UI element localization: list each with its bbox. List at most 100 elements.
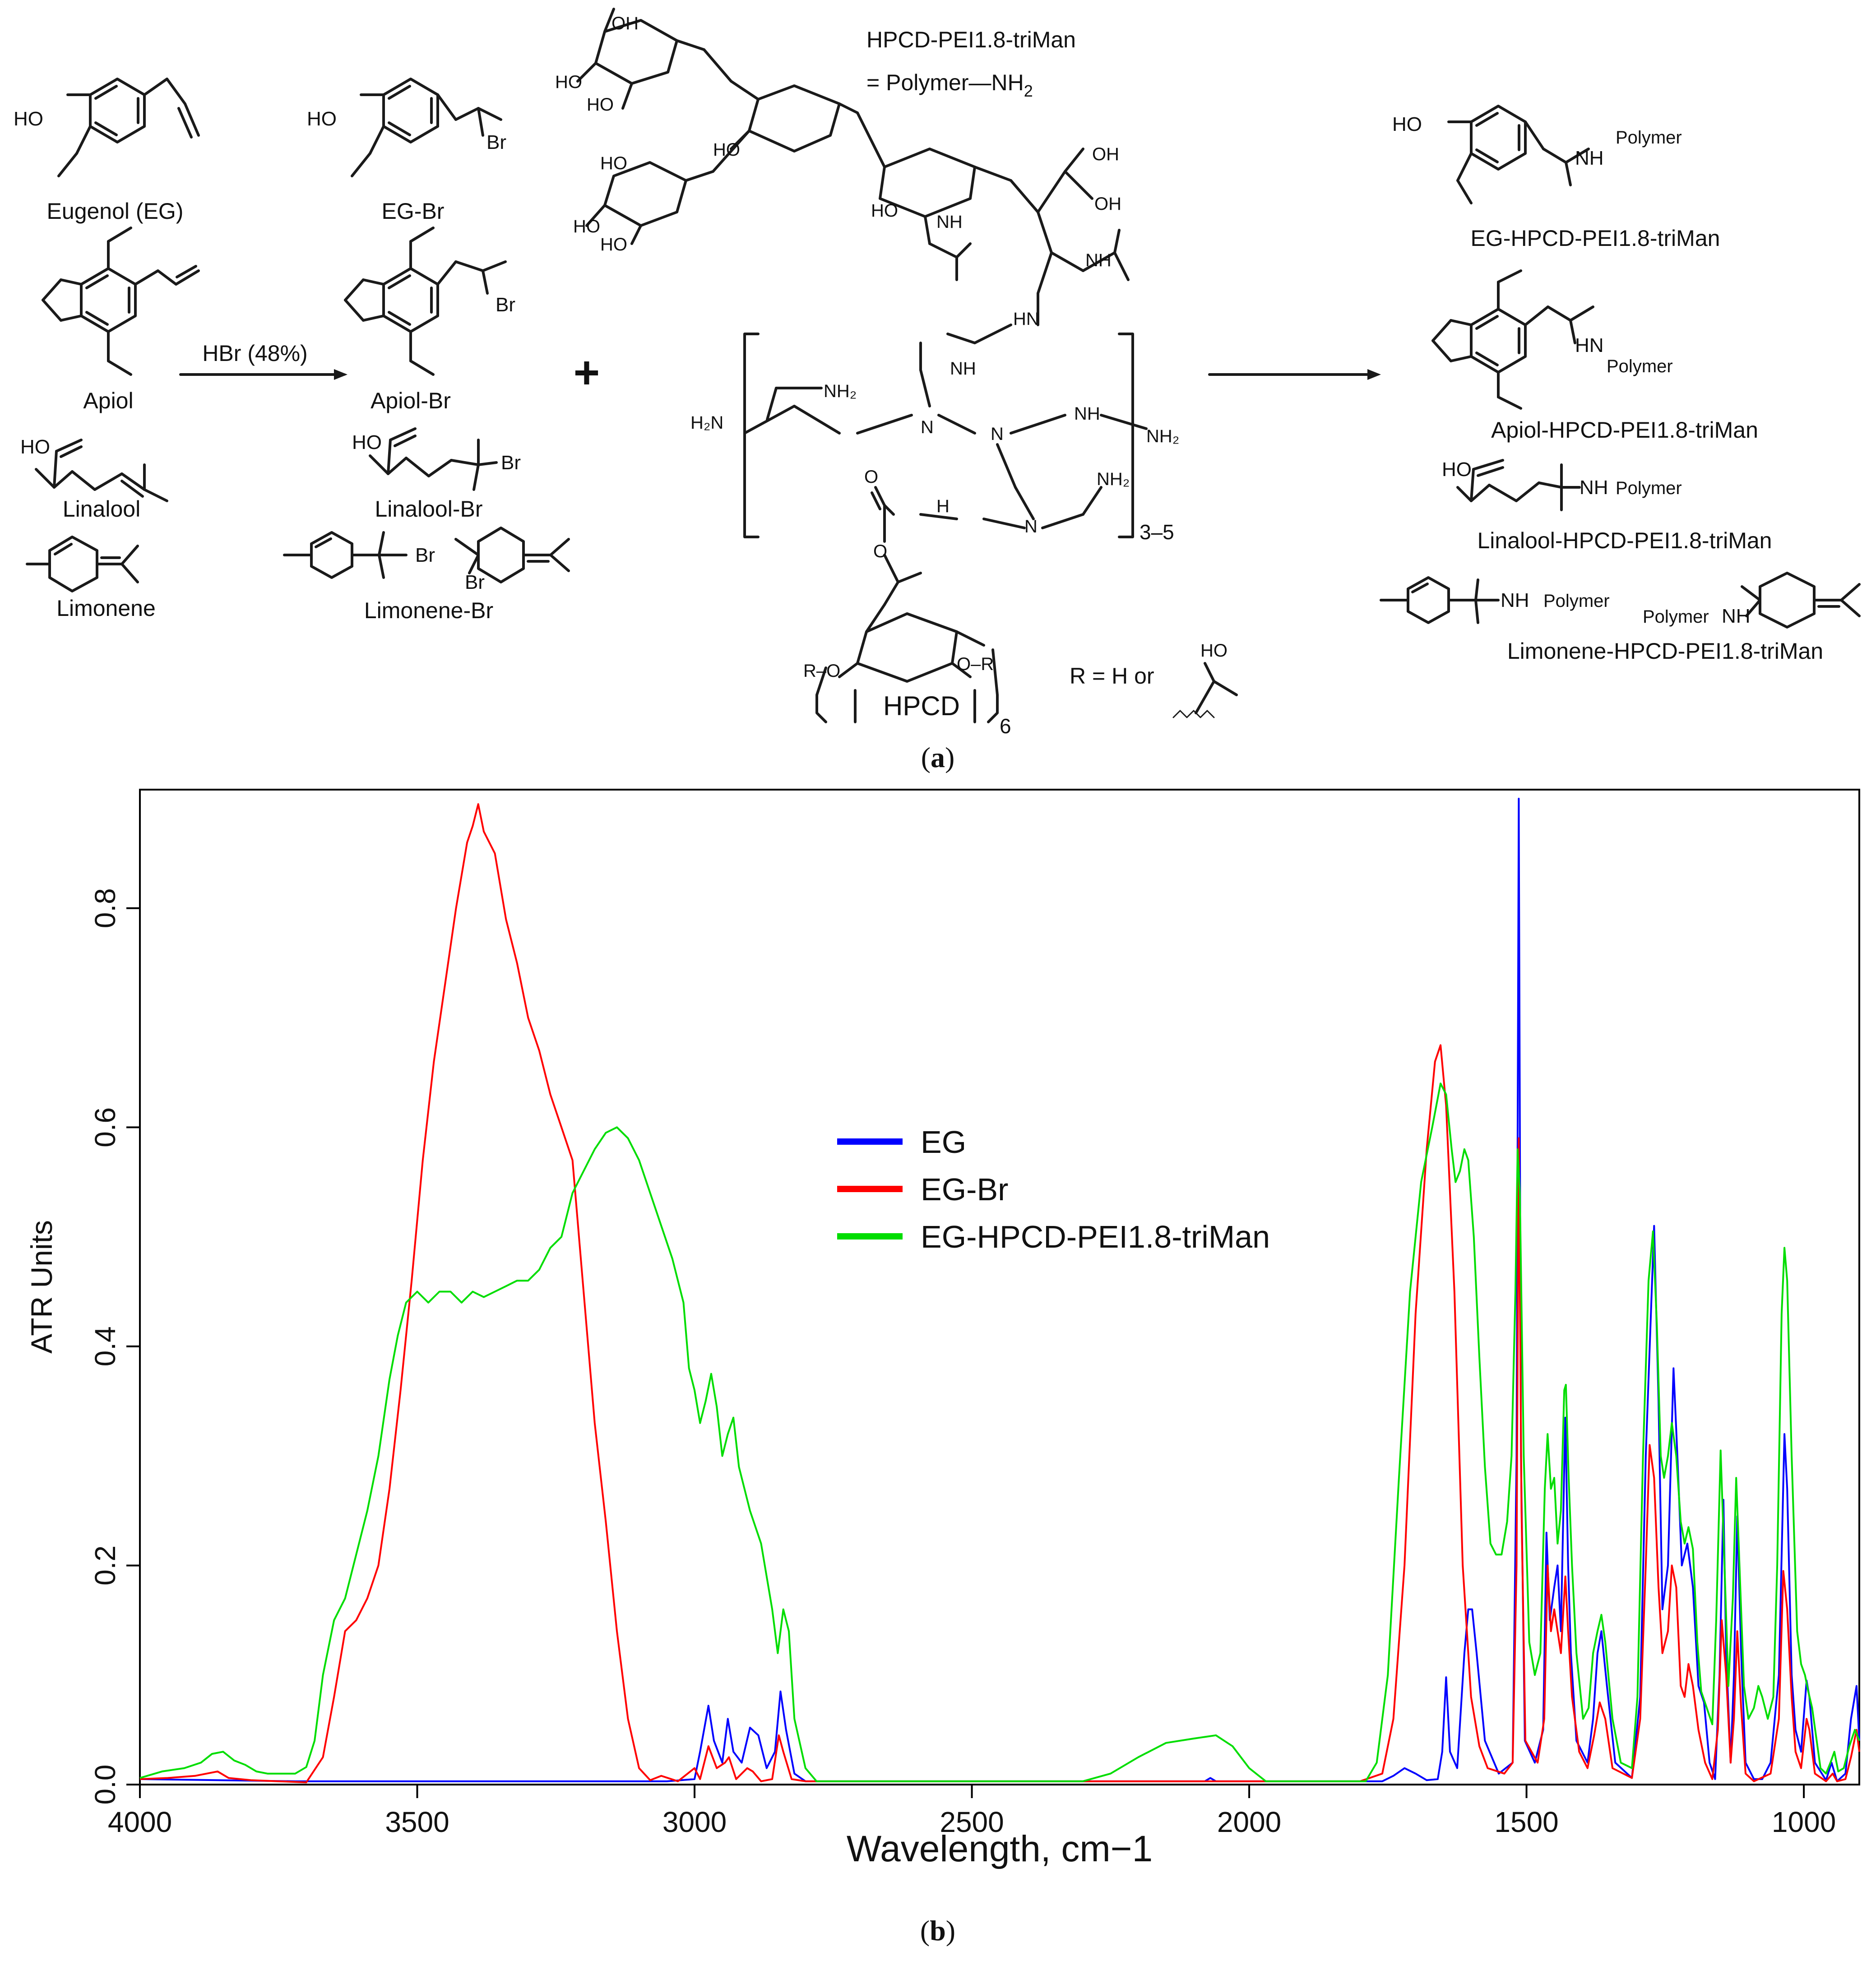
label-apiol-product: Apiol-HPCD-PEI1.8-triMan	[1491, 417, 1758, 443]
atom-n: N	[991, 424, 1004, 444]
atom-nh: NH	[1085, 250, 1112, 270]
panel-label-b: (b)	[920, 1915, 955, 1947]
x-tick-label: 3000	[662, 1806, 727, 1838]
atom-polymer: Polymer	[1607, 356, 1673, 376]
atom-ho: HO	[1442, 458, 1472, 481]
label-eugenol: Eugenol (EG)	[47, 199, 184, 224]
y-tick-label: 0.6	[89, 1107, 121, 1147]
label-apiol-br: Apiol-Br	[371, 388, 451, 413]
atom-ho: HO	[713, 140, 740, 160]
plus-sign: +	[574, 347, 600, 398]
atom-o-r: O–R	[957, 654, 994, 674]
x-axis-label: Wavelength, cm−1	[847, 1828, 1153, 1869]
atom-nh: NH	[950, 359, 976, 379]
atom-oh: OH	[1092, 144, 1119, 164]
atom-oh: OH	[1094, 194, 1121, 214]
atom-hn: HN	[1575, 334, 1604, 356]
atom-n: N	[1024, 517, 1038, 536]
label-limonene-product: Limonene-HPCD-PEI1.8-triMan	[1507, 638, 1823, 664]
y-tick-label: 0.2	[89, 1545, 121, 1586]
x-tick-label: 4000	[108, 1806, 172, 1838]
label-eg-product: EG-HPCD-PEI1.8-triMan	[1471, 226, 1720, 251]
panel-label-a-letter: a	[931, 741, 945, 773]
atom-polymer: Polymer	[1616, 478, 1682, 498]
atom-oh: OH	[611, 14, 639, 33]
label-hpcd: HPCD	[883, 691, 960, 721]
atom-ho: HO	[1200, 641, 1228, 661]
atom-ho: HO	[1392, 113, 1422, 135]
label-apiol: Apiol	[83, 388, 133, 413]
atom-br: Br	[465, 571, 485, 593]
atom-nh2: NH₂	[824, 381, 857, 401]
atom-ho: HO	[871, 201, 898, 221]
atom-ho: HO	[600, 153, 627, 173]
x-tick-label: 1000	[1772, 1806, 1836, 1838]
panel-label-b-open: (	[920, 1915, 930, 1947]
atom-br: Br	[486, 131, 506, 153]
label-polymer-title: HPCD-PEI1.8-triMan	[866, 27, 1076, 52]
y-tick-label: 0.8	[89, 888, 121, 928]
label-hpcd-repeat: 6	[1000, 714, 1011, 738]
apiol-br-structure	[344, 227, 507, 376]
series-layer	[139, 798, 1860, 1784]
label-pei-repeat: 3–5	[1139, 520, 1174, 544]
legend-label-eg-hpcd-pei: EG-HPCD-PEI1.8-triMan	[921, 1219, 1270, 1254]
atom-hn: HN	[1013, 309, 1039, 329]
series-line-eg-br	[139, 803, 1860, 1784]
atom-polymer: Polymer	[1643, 607, 1709, 627]
label-eg-br: EG-Br	[382, 199, 445, 224]
plot-frame	[139, 789, 1860, 1785]
atom-h: H	[936, 496, 950, 516]
atr-spectrum-chart: 4000 3500 3000 2500 2000 1500 1000 0.00.20.40.…	[25, 789, 1860, 1947]
atom-ho: HO	[573, 217, 600, 236]
atom-br: Br	[501, 452, 521, 474]
eugenol-structure	[57, 78, 200, 177]
atom-o: O	[864, 467, 878, 487]
eg-product-structure	[1447, 105, 1590, 204]
y-tick-label: 0.0	[89, 1765, 121, 1805]
x-tick-label: 2000	[1217, 1806, 1281, 1838]
linalool-structure	[35, 439, 168, 502]
legend-label-eg-br: EG-Br	[921, 1172, 1008, 1207]
limonene-structure	[26, 536, 139, 592]
label-linalool: Linalool	[63, 496, 140, 522]
atom-nh: NH	[1501, 589, 1529, 611]
linalool-product-structure	[1456, 459, 1581, 511]
atom-nh2: NH₂	[1097, 469, 1130, 489]
atom-ho: HO	[352, 431, 382, 453]
atom-nh: NH	[1722, 605, 1751, 627]
label-linalool-br: Linalool-Br	[375, 496, 482, 522]
atom-polymer: Polymer	[1543, 591, 1610, 611]
limonene-product-structure	[1380, 572, 1861, 629]
atom-br: Br	[415, 544, 435, 566]
y-tick-label: 0.4	[89, 1326, 121, 1366]
atom-h2n: H₂N	[690, 413, 723, 433]
atom-ho: HO	[307, 108, 337, 130]
panel-label-a: (a)	[921, 741, 955, 773]
atom-nh2: NH₂	[1146, 426, 1179, 446]
atom-ho: HO	[14, 108, 43, 130]
apiol-structure	[42, 227, 200, 376]
atom-ho: HO	[587, 95, 614, 115]
x-axis: 4000 3500 3000 2500 2000 1500 1000	[108, 1785, 1836, 1838]
label-limonene: Limonene	[56, 596, 156, 621]
panel-label-a-close: )	[945, 741, 954, 773]
panel-label-b-letter: b	[930, 1915, 946, 1947]
y-axis: 0.0 0.2 0.4 0.6 0.8	[89, 888, 140, 1804]
x-tick-label: 3500	[385, 1806, 449, 1838]
atom-r-o: R–O	[803, 661, 840, 681]
apiol-product-structure	[1431, 269, 1594, 410]
atom-ho: HO	[20, 436, 50, 458]
legend: EG EG-Br EG-HPCD-PEI1.8-triMan	[837, 1124, 1270, 1254]
atom-n: N	[921, 417, 934, 437]
polymer-equation-subscript: 2	[1024, 82, 1033, 100]
linalool-br-structure	[369, 427, 498, 491]
atom-nh: NH	[1580, 476, 1608, 499]
reaction-scheme	[26, 8, 1861, 723]
eg-br-structure	[351, 78, 502, 177]
atom-nh: NH	[936, 212, 963, 232]
limonene-br-structure	[283, 527, 570, 583]
arrowhead-hbr	[334, 369, 347, 380]
legend-label-eg: EG	[921, 1124, 966, 1160]
